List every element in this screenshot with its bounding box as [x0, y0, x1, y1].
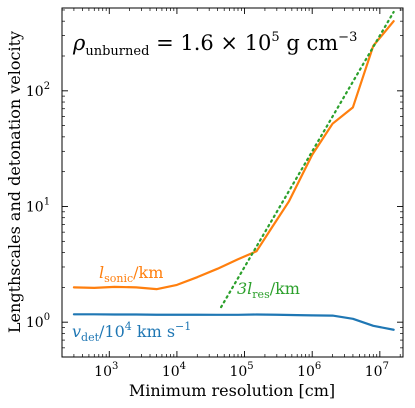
y-axis-label: Lengthscales and detonation velocity — [5, 31, 24, 333]
title-unit-exponent: −3 — [338, 30, 357, 45]
res-label-main: 3l — [237, 279, 252, 298]
x-tick-label: 106 — [297, 361, 321, 380]
sonic-label-main: l — [99, 263, 104, 282]
plot-frame — [61, 7, 404, 358]
res-label-rest: /km — [270, 279, 300, 298]
vdet-label-rest: /10 — [99, 322, 125, 341]
x-tick-label: 105 — [229, 361, 253, 380]
series-label-sonic: lsonic/km — [99, 263, 163, 285]
sonic-label-sub: sonic — [104, 272, 133, 285]
series-line-1 — [220, 10, 395, 309]
y-tick-label: 102 — [26, 81, 50, 100]
series-label-res: 3lres/km — [237, 279, 300, 301]
title-unit: g cm — [280, 31, 339, 55]
res-label-sub: res — [252, 288, 270, 301]
title-rho: ρ — [72, 31, 86, 55]
y-tick-label: 101 — [26, 197, 50, 216]
series-layer — [72, 10, 395, 331]
series-line-2 — [72, 313, 395, 331]
vdet-label-exp: 4 — [125, 320, 132, 333]
chart-title: ρunburned = 1.6 × 105 g cm−3 — [72, 30, 357, 59]
x-axis-label: Minimum resolution [cm] — [129, 381, 335, 400]
x-tick-label: 104 — [162, 361, 186, 380]
x-tick-label: 107 — [365, 361, 389, 380]
tick-layer: 103 104 105 106 107 100 101 102 — [26, 8, 403, 380]
title-rho-subscript: unburned — [85, 44, 149, 59]
y-tick-label: 100 — [26, 312, 50, 331]
title-exponent: 5 — [271, 30, 279, 45]
series-line-0 — [72, 20, 395, 291]
vdet-label-unit-exp: −1 — [175, 320, 191, 333]
series-label-vdet: vdet/104 km s−1 — [72, 320, 191, 344]
sonic-label-rest: /km — [133, 263, 163, 282]
vdet-label-sub: det — [81, 331, 100, 344]
vdet-label-unit: km s — [132, 322, 175, 341]
title-equals: = 1.6 × 10 — [149, 31, 271, 55]
x-tick-label: 103 — [94, 361, 118, 380]
plot-background — [62, 8, 403, 357]
vdet-label-main: v — [72, 322, 81, 341]
